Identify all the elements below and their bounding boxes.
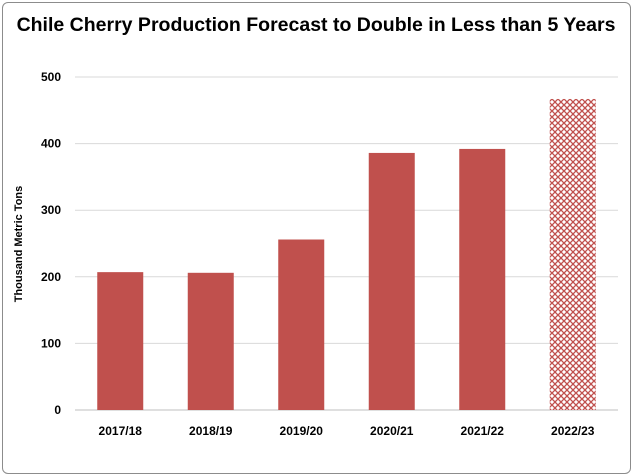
y-tick-label: 100 — [41, 336, 61, 350]
y-tick-labels: 0 100 200 300 400 500 — [41, 70, 61, 417]
y-tick-label: 200 — [41, 270, 61, 284]
chart-title: Chile Cherry Production Forecast to Doub… — [17, 14, 616, 36]
bars — [97, 98, 596, 411]
y-axis-title: Thousand Metric Tons — [13, 186, 25, 303]
x-tick-label: 2021/22 — [461, 424, 505, 438]
x-tick-label: 2017/18 — [99, 424, 143, 438]
x-tick-labels: 2017/18 2018/19 2019/20 2020/21 2021/22 2022/… — [99, 424, 595, 438]
bar — [368, 152, 415, 410]
y-tick-label: 500 — [41, 70, 61, 84]
x-tick-label: 2022/23 — [551, 424, 595, 438]
x-tick-label: 2020/21 — [370, 424, 414, 438]
x-tick-label: 2018/19 — [189, 424, 233, 438]
bar — [278, 239, 325, 410]
y-tick-label: 300 — [41, 203, 61, 217]
bar — [459, 148, 506, 411]
bar-forecast — [549, 98, 596, 410]
bar — [187, 272, 234, 410]
x-tick-label: 2019/20 — [280, 424, 324, 438]
y-tick-label: 400 — [41, 137, 61, 151]
y-tick-label: 0 — [54, 403, 61, 417]
bar — [97, 272, 144, 410]
gridlines — [75, 76, 618, 411]
